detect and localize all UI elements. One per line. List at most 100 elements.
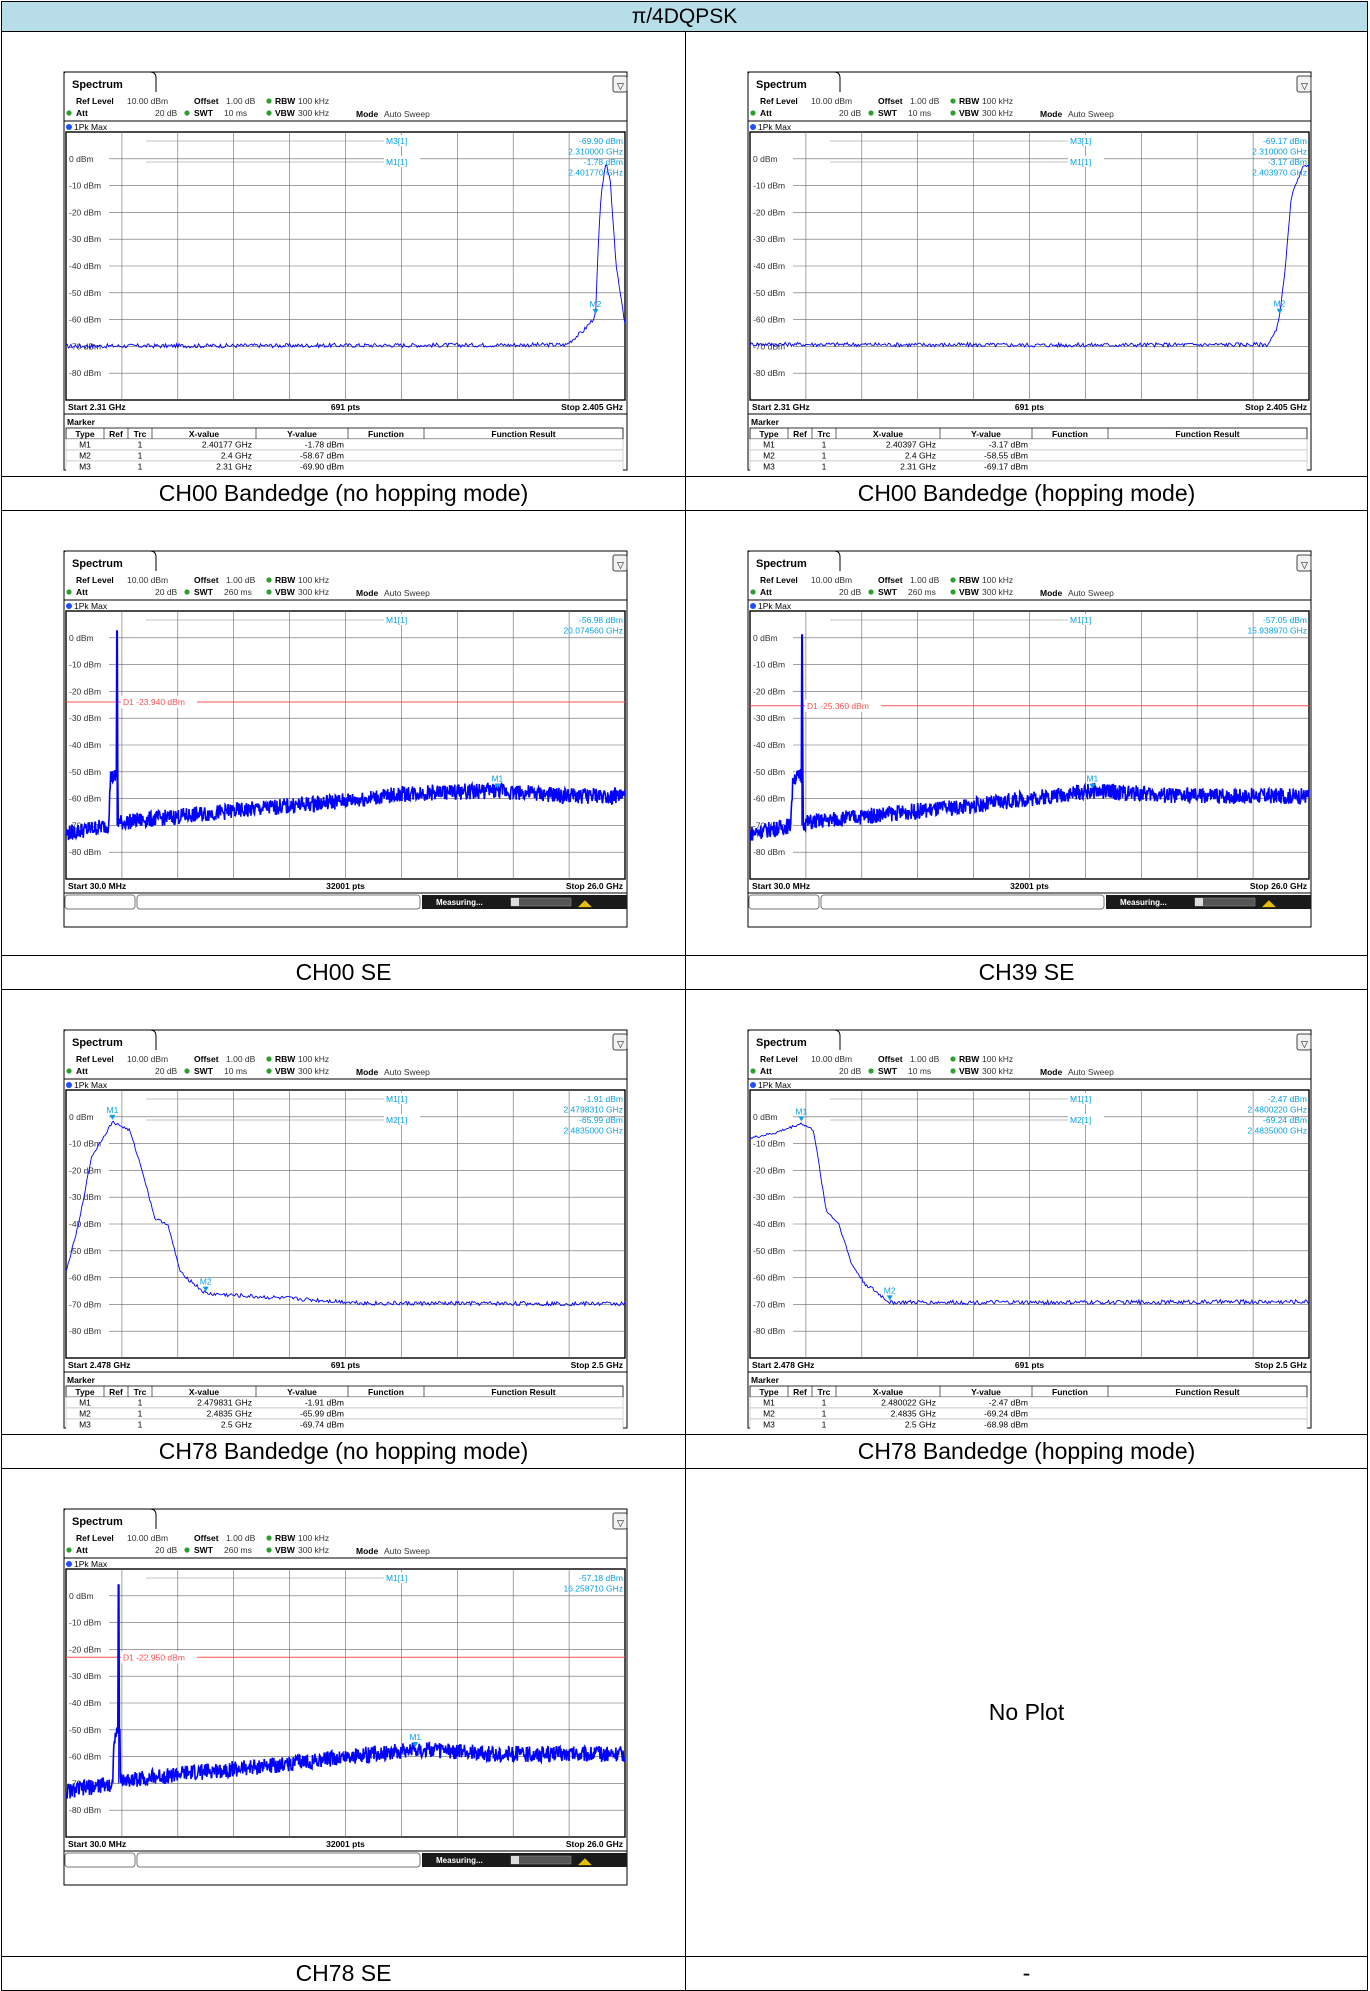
y-tick-label: -80 dBm (753, 1326, 785, 1336)
rbw-label: RBW (275, 1054, 296, 1064)
att-coupled-dot (66, 1068, 72, 1074)
start-frequency: Start 30.0 MHz (752, 881, 810, 891)
readout-value: -69.24 dBm (1263, 1115, 1307, 1125)
spectrum-trace (65, 630, 626, 841)
trace-indicator (750, 1082, 756, 1088)
readout-marker-name: M1[1] (386, 1094, 407, 1104)
swt-label: SWT (194, 108, 214, 118)
y-tick-label-bg (67, 152, 109, 165)
y-tick-label-bg (67, 286, 109, 299)
y-tick-label: -40 dBm (753, 740, 785, 750)
y-tick-label-bg (751, 260, 793, 272)
att-coupled-dot (750, 589, 756, 595)
status-message-field (136, 894, 421, 910)
marker-table-cell: 2.40177 GHz (202, 440, 252, 450)
offset-value: 1.00 dB (226, 96, 256, 106)
offset-value: 1.00 dB (226, 1054, 256, 1064)
spectrum-tab-label: Spectrum (756, 79, 807, 91)
marker-label: M1 (409, 1732, 421, 1742)
marker-table-header: X-value (189, 429, 220, 439)
rbw-label: RBW (275, 1533, 296, 1543)
swt-label: SWT (194, 587, 214, 597)
marker-table-header: Y-value (287, 1387, 317, 1397)
y-tick-label: -10 dBm (69, 1139, 101, 1149)
marker-table-cell: 1 (822, 462, 827, 472)
chevron-down-icon: ▽ (1301, 1039, 1308, 1049)
offset-label: Offset (194, 1533, 219, 1543)
rbw-label: RBW (959, 1054, 980, 1064)
plot-cell-4: Spectrum ▽ Ref Level 10.00 dBm Offset 1.00 dB… (685, 510, 1368, 956)
y-tick-label-bg (67, 1804, 109, 1817)
ref-level-label: Ref Level (760, 96, 798, 106)
spectrum-trace (749, 164, 1310, 349)
progress-bar (510, 1855, 572, 1865)
y-tick-label-bg (67, 1137, 109, 1150)
y-tick-label: -60 dBm (753, 1273, 785, 1283)
vbw-label: VBW (959, 108, 980, 118)
marker-triangle (109, 1114, 116, 1120)
vbw-coupled-dot (266, 110, 272, 116)
status-field (748, 894, 820, 910)
y-tick-label-bg (751, 367, 793, 380)
progress-bar-fill (511, 1856, 519, 1864)
ref-level-label: Ref Level (760, 575, 798, 585)
marker-triangle (592, 309, 599, 315)
y-tick-label-bg (67, 1191, 109, 1204)
y-tick-label: -20 dBm (69, 1165, 101, 1175)
marker-table-header: X-value (189, 1387, 220, 1397)
marker-table-cell: -69.24 dBm (984, 1409, 1028, 1419)
ref-level-value: 10.00 dBm (811, 575, 852, 585)
ref-level-value: 10.00 dBm (811, 96, 852, 106)
marker-table-cell: 1 (138, 1398, 143, 1408)
marker-table-header: Ref (109, 1387, 123, 1397)
marker-table-header: Function Result (1175, 429, 1239, 439)
y-tick-label-bg (67, 313, 109, 326)
stop-frequency: Stop 26.0 GHz (1250, 881, 1307, 891)
offset-value: 1.00 dB (226, 575, 256, 585)
progress-bar (1194, 897, 1256, 907)
offset-value: 1.00 dB (910, 1054, 940, 1064)
spectrum-tab-label: Spectrum (756, 558, 807, 570)
progress-bar-fill (511, 898, 519, 906)
y-tick-label-bg (751, 1298, 793, 1311)
swt-coupled-dot (184, 589, 190, 595)
rbw-value: 100 kHz (298, 575, 329, 585)
y-tick-label: -20 dBm (753, 1165, 785, 1175)
swt-label: SWT (878, 1066, 898, 1076)
stop-frequency: Stop 2.5 GHz (571, 1360, 623, 1370)
vbw-value: 300 kHz (298, 1066, 329, 1076)
spectrum-tab (63, 1508, 157, 1529)
marker-table-header: Function (1052, 1387, 1088, 1397)
y-tick-label-bg (751, 792, 793, 805)
vbw-label: VBW (959, 1066, 980, 1076)
y-tick-label-bg (67, 1298, 109, 1311)
offset-value: 1.00 dB (910, 96, 940, 106)
marker-table-row (749, 449, 1308, 462)
mode-label: Mode (1040, 588, 1062, 598)
marker-table-header: Function Result (1175, 1387, 1239, 1397)
marker-table-cell: 2.4835 GHz (207, 1409, 252, 1419)
sweep-points: 691 pts (1015, 1360, 1045, 1370)
y-tick-label: -70 dBm (69, 1299, 101, 1309)
start-frequency: Start 2.31 GHz (68, 402, 126, 412)
marker-table-header: Function (368, 429, 404, 439)
marker-label: M2 (884, 1285, 896, 1295)
ref-level-value: 10.00 dBm (127, 96, 168, 106)
display-line-label: D1 -25.360 dBm (807, 701, 869, 711)
offset-label: Offset (878, 1054, 903, 1064)
screen-menu-icon (612, 75, 628, 93)
y-tick-label: -50 dBm (69, 288, 101, 298)
marker-table-cell: M1 (763, 1398, 775, 1408)
offset-label: Offset (194, 1054, 219, 1064)
readout-name-bg (384, 1093, 420, 1104)
spectrum-tab-label: Spectrum (72, 1516, 123, 1528)
y-tick-label: -50 dBm (753, 767, 785, 777)
measuring-status: Measuring... (436, 1856, 483, 1865)
y-tick-label-bg (67, 631, 109, 644)
y-tick-label-bg (67, 1271, 109, 1284)
readout-value: 20.074560 GHz (563, 626, 623, 636)
trace-label: 1Pk Max (758, 1080, 792, 1090)
sweep-points: 32001 pts (326, 1839, 365, 1849)
marker-table-title: Marker (751, 417, 780, 427)
